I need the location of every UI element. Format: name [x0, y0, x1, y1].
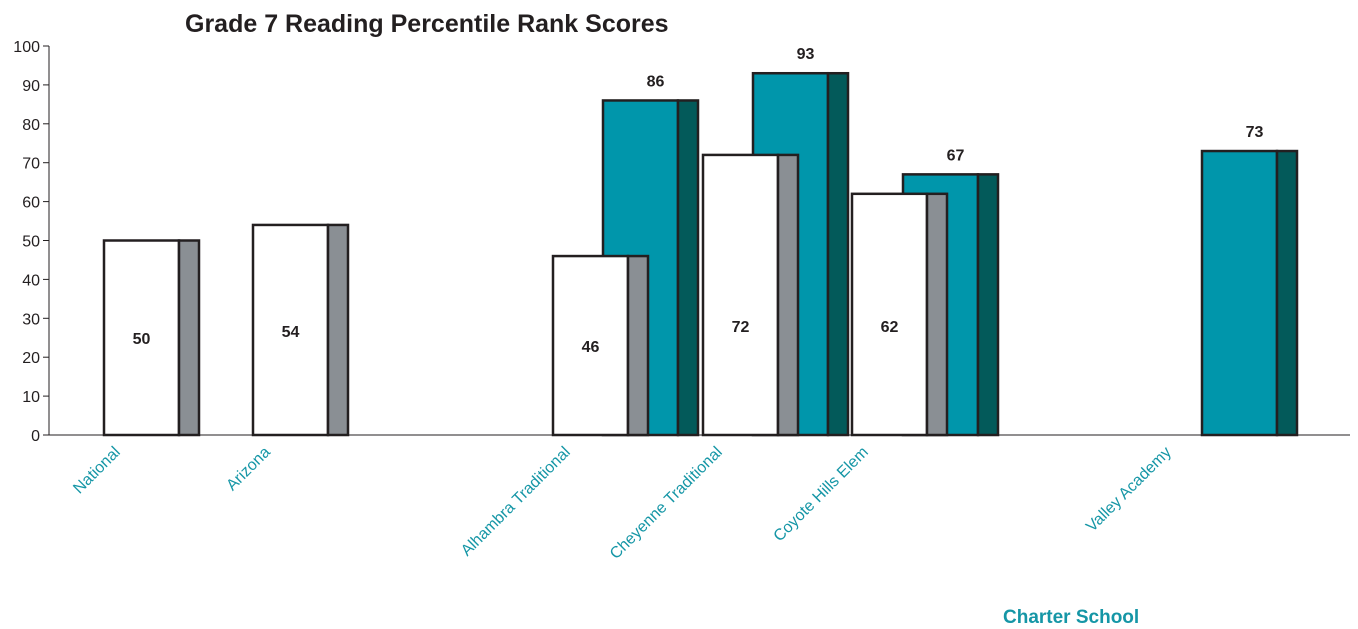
x-tick-label: Coyote Hills Elem — [771, 444, 872, 545]
y-tick-label: 90 — [22, 78, 40, 95]
x-tick-label: National — [70, 444, 124, 498]
data-label: 67 — [947, 147, 965, 164]
data-label: 62 — [881, 319, 899, 336]
data-label: 86 — [647, 73, 665, 90]
bar-white-side — [326, 223, 350, 437]
x-tick-label: Cheyenne Traditional — [607, 444, 726, 563]
y-tick-label: 60 — [22, 195, 40, 212]
data-label: 46 — [582, 339, 600, 356]
bar-teal-side — [1275, 149, 1299, 437]
chart-title: Grade 7 Reading Percentile Rank Scores — [185, 10, 669, 38]
x-tick-label: Arizona — [223, 444, 273, 494]
bar-white-side — [626, 254, 650, 437]
y-tick-label: 10 — [22, 389, 40, 406]
bar-teal-side — [976, 173, 1000, 437]
data-label: 73 — [1246, 124, 1264, 141]
bar-white — [850, 192, 929, 437]
data-label: 54 — [282, 324, 300, 341]
data-label: 72 — [732, 319, 750, 336]
y-tick-label: 50 — [22, 234, 40, 251]
bar-white-side — [776, 153, 800, 437]
y-tick-label: 80 — [22, 117, 40, 134]
bar-white — [551, 254, 630, 437]
y-tick-label: 20 — [22, 350, 40, 367]
bar-teal-side — [826, 71, 850, 437]
bar-teal-side — [676, 99, 700, 437]
bar-white-side — [925, 192, 949, 437]
data-label: 50 — [133, 331, 151, 348]
charter-school-label: Charter School — [1003, 607, 1139, 628]
bar-white — [701, 153, 780, 437]
bar-teal — [1200, 149, 1279, 437]
y-tick-label: 0 — [31, 428, 40, 445]
bars — [102, 71, 1299, 437]
y-tick-label: 30 — [22, 311, 40, 328]
x-tick-label: Alhambra Traditional — [458, 444, 574, 560]
bar-white-side — [177, 239, 201, 437]
y-tick-label: 100 — [13, 39, 40, 56]
bar-white — [102, 239, 181, 437]
y-tick-label: 70 — [22, 156, 40, 173]
x-tick-label: Valley Academy — [1083, 444, 1175, 536]
y-tick-label: 40 — [22, 272, 40, 289]
data-label: 93 — [797, 46, 815, 63]
data-labels: 50 54 46 72 62 86 93 67 73 — [133, 46, 1264, 356]
